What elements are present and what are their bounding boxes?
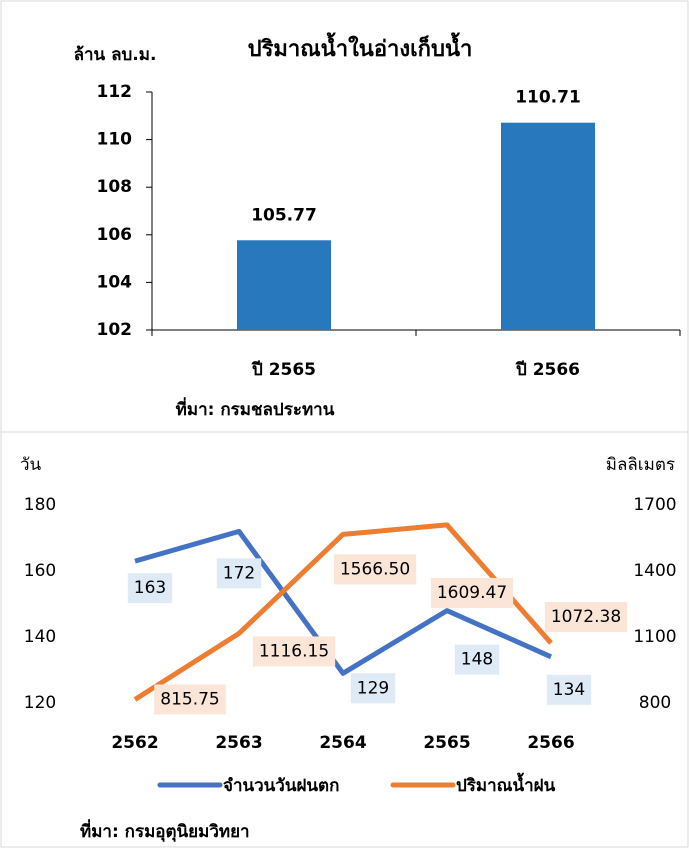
y2-axis-label: มิลลิเมตร [606,455,675,475]
data-label: 815.75 [160,690,219,710]
y-tick-label: 102 [97,320,133,340]
source: ที่มา: กรมชลประทาน [176,397,335,420]
y-axis-label: วัน [20,455,42,475]
data-label-bg [546,674,592,705]
y-tick-label: 106 [97,225,133,245]
data-label: 105.77 [251,205,317,225]
data-label-bg [350,673,396,704]
y2-tick-label: 1700 [633,495,676,515]
y2-tick-label: 1400 [633,561,676,581]
x-tick-label: 2565 [423,733,470,753]
data-label-bg [127,573,173,604]
y-tick-label: 108 [97,177,133,197]
y-tick-label: 112 [97,82,133,102]
x-tick-label: 2566 [527,733,574,753]
data-label-bg [154,684,226,715]
y-axis-label: ล้าน ลบ.ม. [74,45,157,65]
y2-tick-label: 1100 [633,627,676,647]
data-label-bg [430,577,514,608]
y2-tick-label: 800 [639,693,671,713]
series-line [133,522,553,702]
data-label-bg [252,636,336,667]
data-label: 1116.15 [259,641,329,661]
data-label: 148 [461,650,493,670]
legend-label: ปริมาณน้ำฝน [456,772,556,796]
data-label-bg [333,554,417,585]
x-tick-label: 2563 [215,733,262,753]
data-label: 129 [357,678,389,698]
series-line [134,528,553,676]
data-label: 1609.47 [437,583,507,603]
chart-title: ปริมาณน้ำในอ่างเก็บน้ำ [248,32,473,62]
data-label: 163 [134,578,166,598]
x-tick-label: ปี 2565 [251,359,316,380]
y-tick-label: 160 [24,561,56,581]
data-label-bg [454,644,500,675]
data-label-bg [544,602,628,633]
data-label-bg [216,558,262,589]
x-tick-label: 2564 [319,733,366,753]
y-tick-label: 120 [24,693,56,713]
data-label: 110.71 [515,88,581,108]
legend-label: จำนวนวันฝนตก [223,776,339,796]
source: ที่มา: กรมอุตุนิยมวิทยา [80,819,250,842]
y-tick-label: 110 [97,130,133,150]
data-label: 134 [553,680,585,700]
y-tick-label: 140 [24,627,56,647]
data-label: 1566.50 [340,559,410,579]
bar [237,240,331,330]
data-label: 172 [223,563,255,583]
y-tick-label: 104 [97,272,133,292]
data-label: 1072.38 [551,607,621,627]
y-tick-label: 180 [24,495,56,515]
x-tick-label: ปี 2566 [515,359,580,380]
x-tick-label: 2562 [111,733,158,753]
bar [501,122,595,331]
